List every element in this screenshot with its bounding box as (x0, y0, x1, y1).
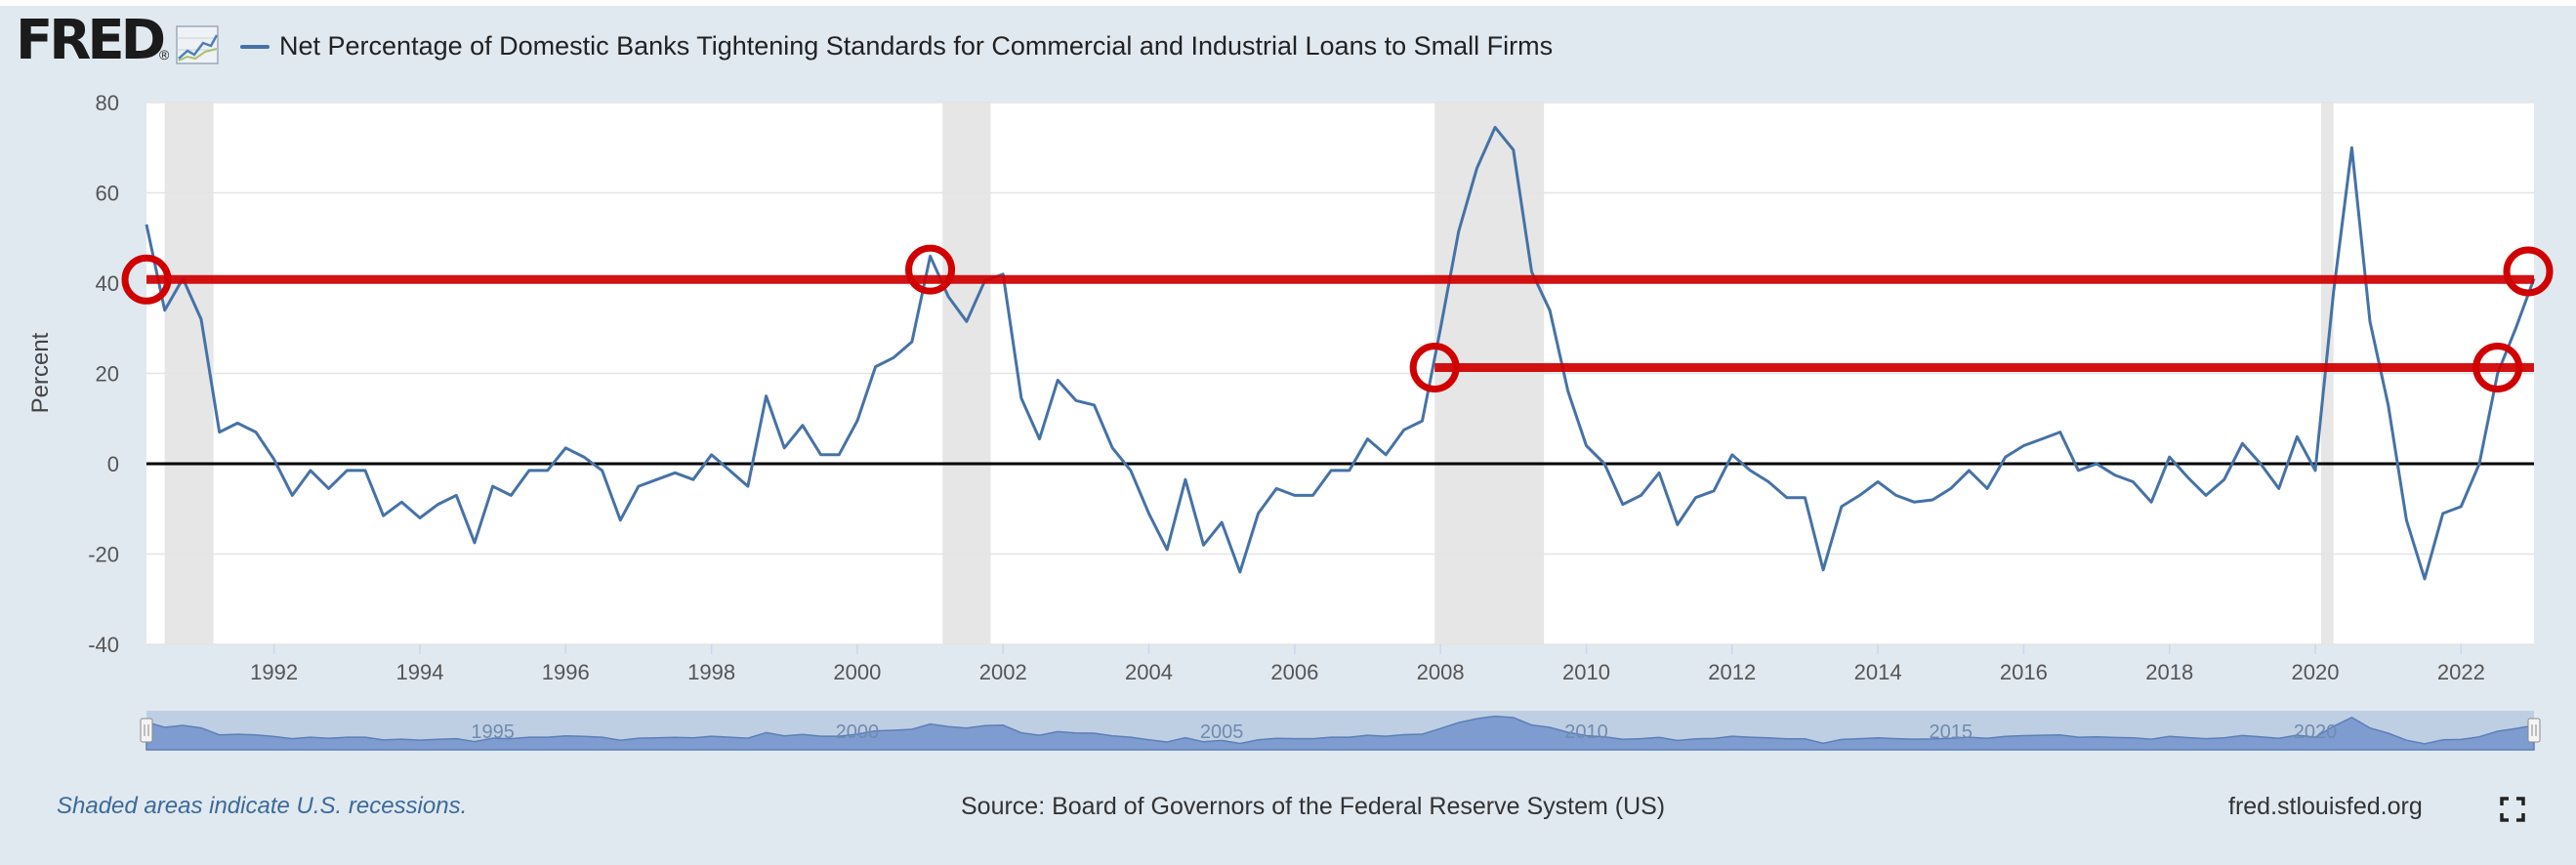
y-tick-label: 60 (96, 182, 119, 206)
source-note: Source: Board of Governors of the Federa… (961, 793, 1666, 820)
x-tick-label: 2012 (1708, 660, 1756, 684)
x-tick-label: 2008 (1417, 660, 1465, 684)
site-link[interactable]: fred.stlouisfed.org (2228, 793, 2423, 820)
x-tick-label: 2018 (2145, 660, 2193, 684)
x-tick-label: 2010 (1562, 660, 1610, 684)
x-tick-label: 2004 (1125, 660, 1173, 684)
x-tick-label: 2014 (1854, 660, 1902, 684)
x-tick-label: 1994 (395, 660, 443, 684)
x-tick-label: 2016 (2000, 660, 2048, 684)
recession-note: Shaded areas indicate U.S. recessions. (57, 793, 468, 819)
y-tick-label: -20 (88, 543, 119, 567)
navigator-right-handle[interactable] (2527, 718, 2541, 743)
x-tick-label: 1998 (687, 660, 735, 684)
chart-area[interactable]: 80 60 40 20 0 -20 -40 1992 1994 1996 1998 2000 2002… (0, 88, 2576, 771)
y-tick-label: 40 (96, 271, 119, 296)
navigator-label: 2000 (836, 721, 880, 743)
x-tick-label: 2002 (979, 660, 1027, 684)
top-border (0, 0, 2576, 6)
y-tick-label: -40 (88, 633, 119, 657)
y-axis-ticks: 80 60 40 20 0 -20 -40 (88, 91, 119, 657)
range-navigator[interactable]: 1995 2000 2005 2010 2015 2020 (140, 711, 2541, 751)
navigator-left-handle[interactable] (140, 718, 153, 743)
navigator-label: 2010 (1564, 721, 1608, 743)
x-tick-label: 1996 (542, 660, 590, 684)
legend-series-marker (240, 45, 270, 49)
x-tick-label: 2000 (833, 660, 881, 684)
x-tick-label: 2006 (1270, 660, 1318, 684)
fred-logo-text[interactable]: FRED (16, 9, 166, 72)
registered-mark: ® (159, 47, 170, 62)
highlight-circle-3 (2472, 342, 2523, 392)
y-tick-label: 20 (96, 362, 119, 387)
navigator-label: 1995 (471, 721, 515, 743)
line-chart-icon (176, 25, 219, 64)
navigator-labels: 1995 2000 2005 2010 2015 2020 (471, 721, 2337, 743)
series-line[interactable] (145, 125, 2536, 581)
x-tick-label: 2022 (2437, 660, 2485, 684)
chart-title: Net Percentage of Domestic Banks Tighten… (279, 31, 1554, 61)
y-tick-label: 0 (107, 452, 119, 476)
highlight-circle-4 (2503, 246, 2554, 297)
navigator-label: 2005 (1200, 721, 1244, 743)
x-axis-ticks: 1992 1994 1996 1998 2000 2002 2004 2006 2008 2010… (250, 644, 2485, 684)
navigator-area (145, 715, 2535, 751)
highlight-circle-0 (121, 254, 172, 305)
x-tick-label: 1992 (250, 660, 298, 684)
fullscreen-icon[interactable] (2500, 797, 2525, 822)
highlight-circle-2 (1409, 342, 1460, 392)
navigator-label: 2015 (1929, 721, 1973, 743)
fred-logo[interactable]: FRED (16, 14, 166, 68)
x-tick-label: 2020 (2292, 660, 2340, 684)
y-tick-label: 80 (96, 91, 119, 115)
navigator-label: 2020 (2294, 721, 2338, 743)
highlight-circle-1 (905, 244, 956, 295)
highlight-circles (121, 244, 2554, 392)
reference-lines (146, 274, 2534, 372)
